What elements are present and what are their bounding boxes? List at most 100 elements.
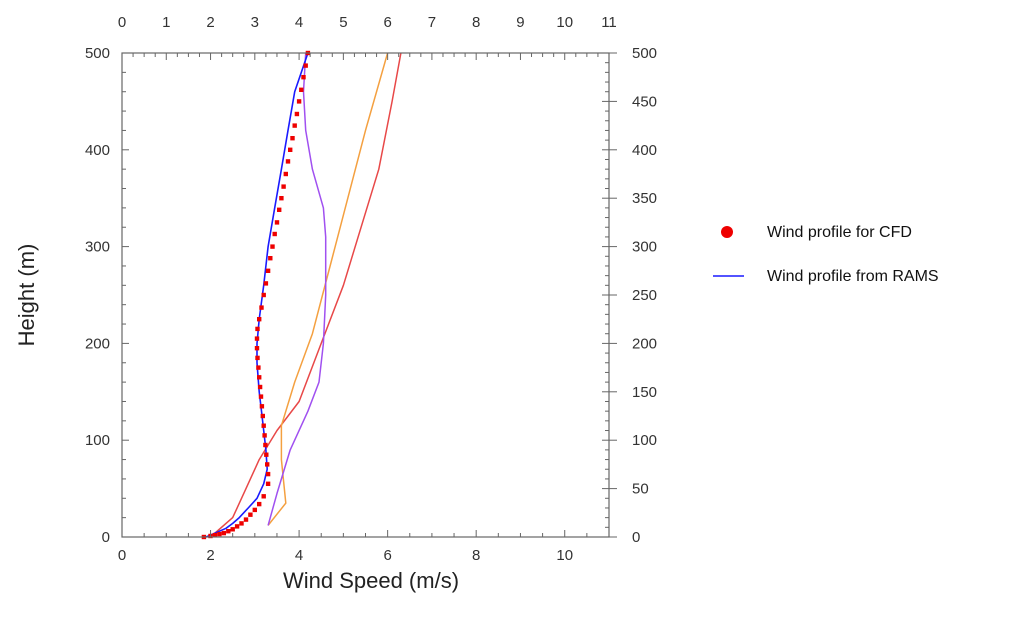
cfd-profile-point [258, 394, 264, 399]
cfd-profile-point [301, 75, 306, 80]
cfd-profile-point [212, 532, 218, 538]
left-y-tick-label: 300 [85, 239, 110, 256]
cfd-profile-point [268, 256, 273, 261]
bottom-x-tick-label: 4 [295, 547, 303, 564]
bottom-x-tick-label: 6 [383, 547, 391, 564]
top-x-tick-label: 9 [516, 14, 524, 31]
cfd-profile-point [279, 196, 284, 201]
cfd-profile-point [292, 123, 297, 128]
cfd-profile-point [294, 111, 300, 117]
cfd-profile-point [263, 281, 269, 286]
cfd-profile-point [248, 512, 253, 517]
right-y-tick-label: 200 [632, 335, 657, 352]
profile-curve-2 [210, 52, 402, 538]
cfd-profile-point [230, 527, 235, 532]
cfd-profile-point [281, 184, 286, 189]
cfd-profile-point [254, 346, 260, 351]
cfd-profile-point [256, 365, 261, 370]
series-layer [201, 50, 402, 540]
left-y-tick-label: 100 [85, 432, 110, 449]
cfd-profile-point [261, 423, 266, 428]
y-axis-label: Height (m) [14, 244, 39, 347]
cfd-profile-point [243, 517, 249, 522]
left-y-tick-label: 400 [85, 142, 110, 159]
cfd-profile-point [288, 147, 293, 152]
cfd-profile-point [283, 171, 288, 177]
cfd-profile-point [296, 99, 302, 104]
cfd-profile-point [260, 413, 265, 419]
cfd-profile-point [259, 305, 264, 310]
cfd-profile-point [261, 292, 266, 298]
top-x-tick-label: 10 [556, 14, 573, 31]
top-x-tick-label: 7 [428, 14, 436, 31]
legend: Wind profile for CFD Wind profile from R… [713, 224, 939, 285]
left-y-tick-label: 500 [85, 45, 110, 62]
cfd-profile-point [259, 404, 265, 409]
cfd-profile-point [272, 231, 277, 237]
right-y-tick-label: 300 [632, 239, 657, 256]
top-x-tick-label: 3 [251, 14, 259, 31]
cfd-profile-point [257, 501, 262, 507]
cfd-profile-point [252, 507, 257, 513]
bottom-x-tick-label: 2 [206, 547, 214, 564]
profile-curve-4 [267, 52, 327, 526]
legend-cfd-label: Wind profile for CFD [767, 224, 912, 241]
cfd-profile-point [265, 471, 271, 477]
right-y-tick-label: 400 [632, 142, 657, 159]
bottom-x-tick-label: 10 [556, 547, 573, 564]
right-y-tick-label: 350 [632, 190, 657, 207]
top-x-tick-label: 6 [383, 14, 391, 31]
cfd-profile-point [265, 462, 270, 467]
cfd-profile-point [239, 521, 244, 526]
right-y-tick-label: 100 [632, 432, 657, 449]
top-x-tick-label: 5 [339, 14, 347, 31]
profile-curve-3 [267, 52, 389, 526]
top-x-tick-label: 11 [601, 14, 617, 31]
cfd-profile-point [257, 317, 262, 322]
top-x-tick-label: 8 [472, 14, 480, 31]
cfd-profile-point [299, 87, 304, 92]
axis-layer: 0 2 4 6 8 100 1 2 3 4 5 6 7 8 9 10 110100200300400500050… [85, 14, 657, 564]
cfd-profile-point [290, 136, 295, 141]
cfd-profile-point [265, 481, 271, 486]
cfd-profile-point [265, 268, 271, 273]
cfd-profile-point [254, 336, 260, 341]
left-y-tick-label: 200 [85, 335, 110, 352]
cfd-profile-point [270, 244, 275, 249]
x-axis-label: Wind Speed (m/s) [283, 568, 459, 593]
cfd-profile-point [221, 530, 226, 536]
cfd-profile-point [303, 63, 308, 68]
cfd-profile-point [255, 355, 260, 361]
right-y-tick-label: 250 [632, 287, 657, 304]
cfd-profile-point [262, 433, 267, 438]
right-y-tick-label: 150 [632, 384, 657, 401]
top-x-tick-label: 4 [295, 14, 303, 31]
bottom-x-tick-label: 8 [472, 547, 480, 564]
cfd-profile-point [263, 442, 268, 448]
cfd-profile-point [255, 326, 260, 332]
cfd-profile-point [274, 220, 280, 225]
legend-rams-label: Wind profile from RAMS [767, 268, 939, 285]
right-y-tick-label: 0 [632, 529, 640, 546]
top-x-tick-label: 2 [206, 14, 214, 31]
top-x-tick-label: 1 [162, 14, 170, 31]
cfd-profile-point [277, 207, 282, 212]
cfd-profile-point [226, 529, 231, 534]
cfd-profile-point [264, 452, 269, 457]
right-y-tick-label: 450 [632, 93, 657, 110]
left-y-tick-label: 0 [102, 529, 110, 546]
right-y-tick-label: 50 [632, 481, 649, 498]
cfd-profile-point [257, 384, 263, 390]
rams-profile-line [205, 52, 309, 538]
cfd-profile-point [257, 375, 262, 380]
top-x-tick-label: 0 [118, 14, 126, 31]
right-y-tick-label: 500 [632, 45, 657, 62]
cfd-profile-point [234, 524, 240, 529]
cfd-profile-point [285, 159, 291, 164]
cfd-profile-point [217, 531, 222, 537]
cfd-profile-point [261, 494, 266, 499]
legend-cfd-marker [721, 226, 733, 238]
bottom-x-tick-label: 0 [118, 547, 126, 564]
